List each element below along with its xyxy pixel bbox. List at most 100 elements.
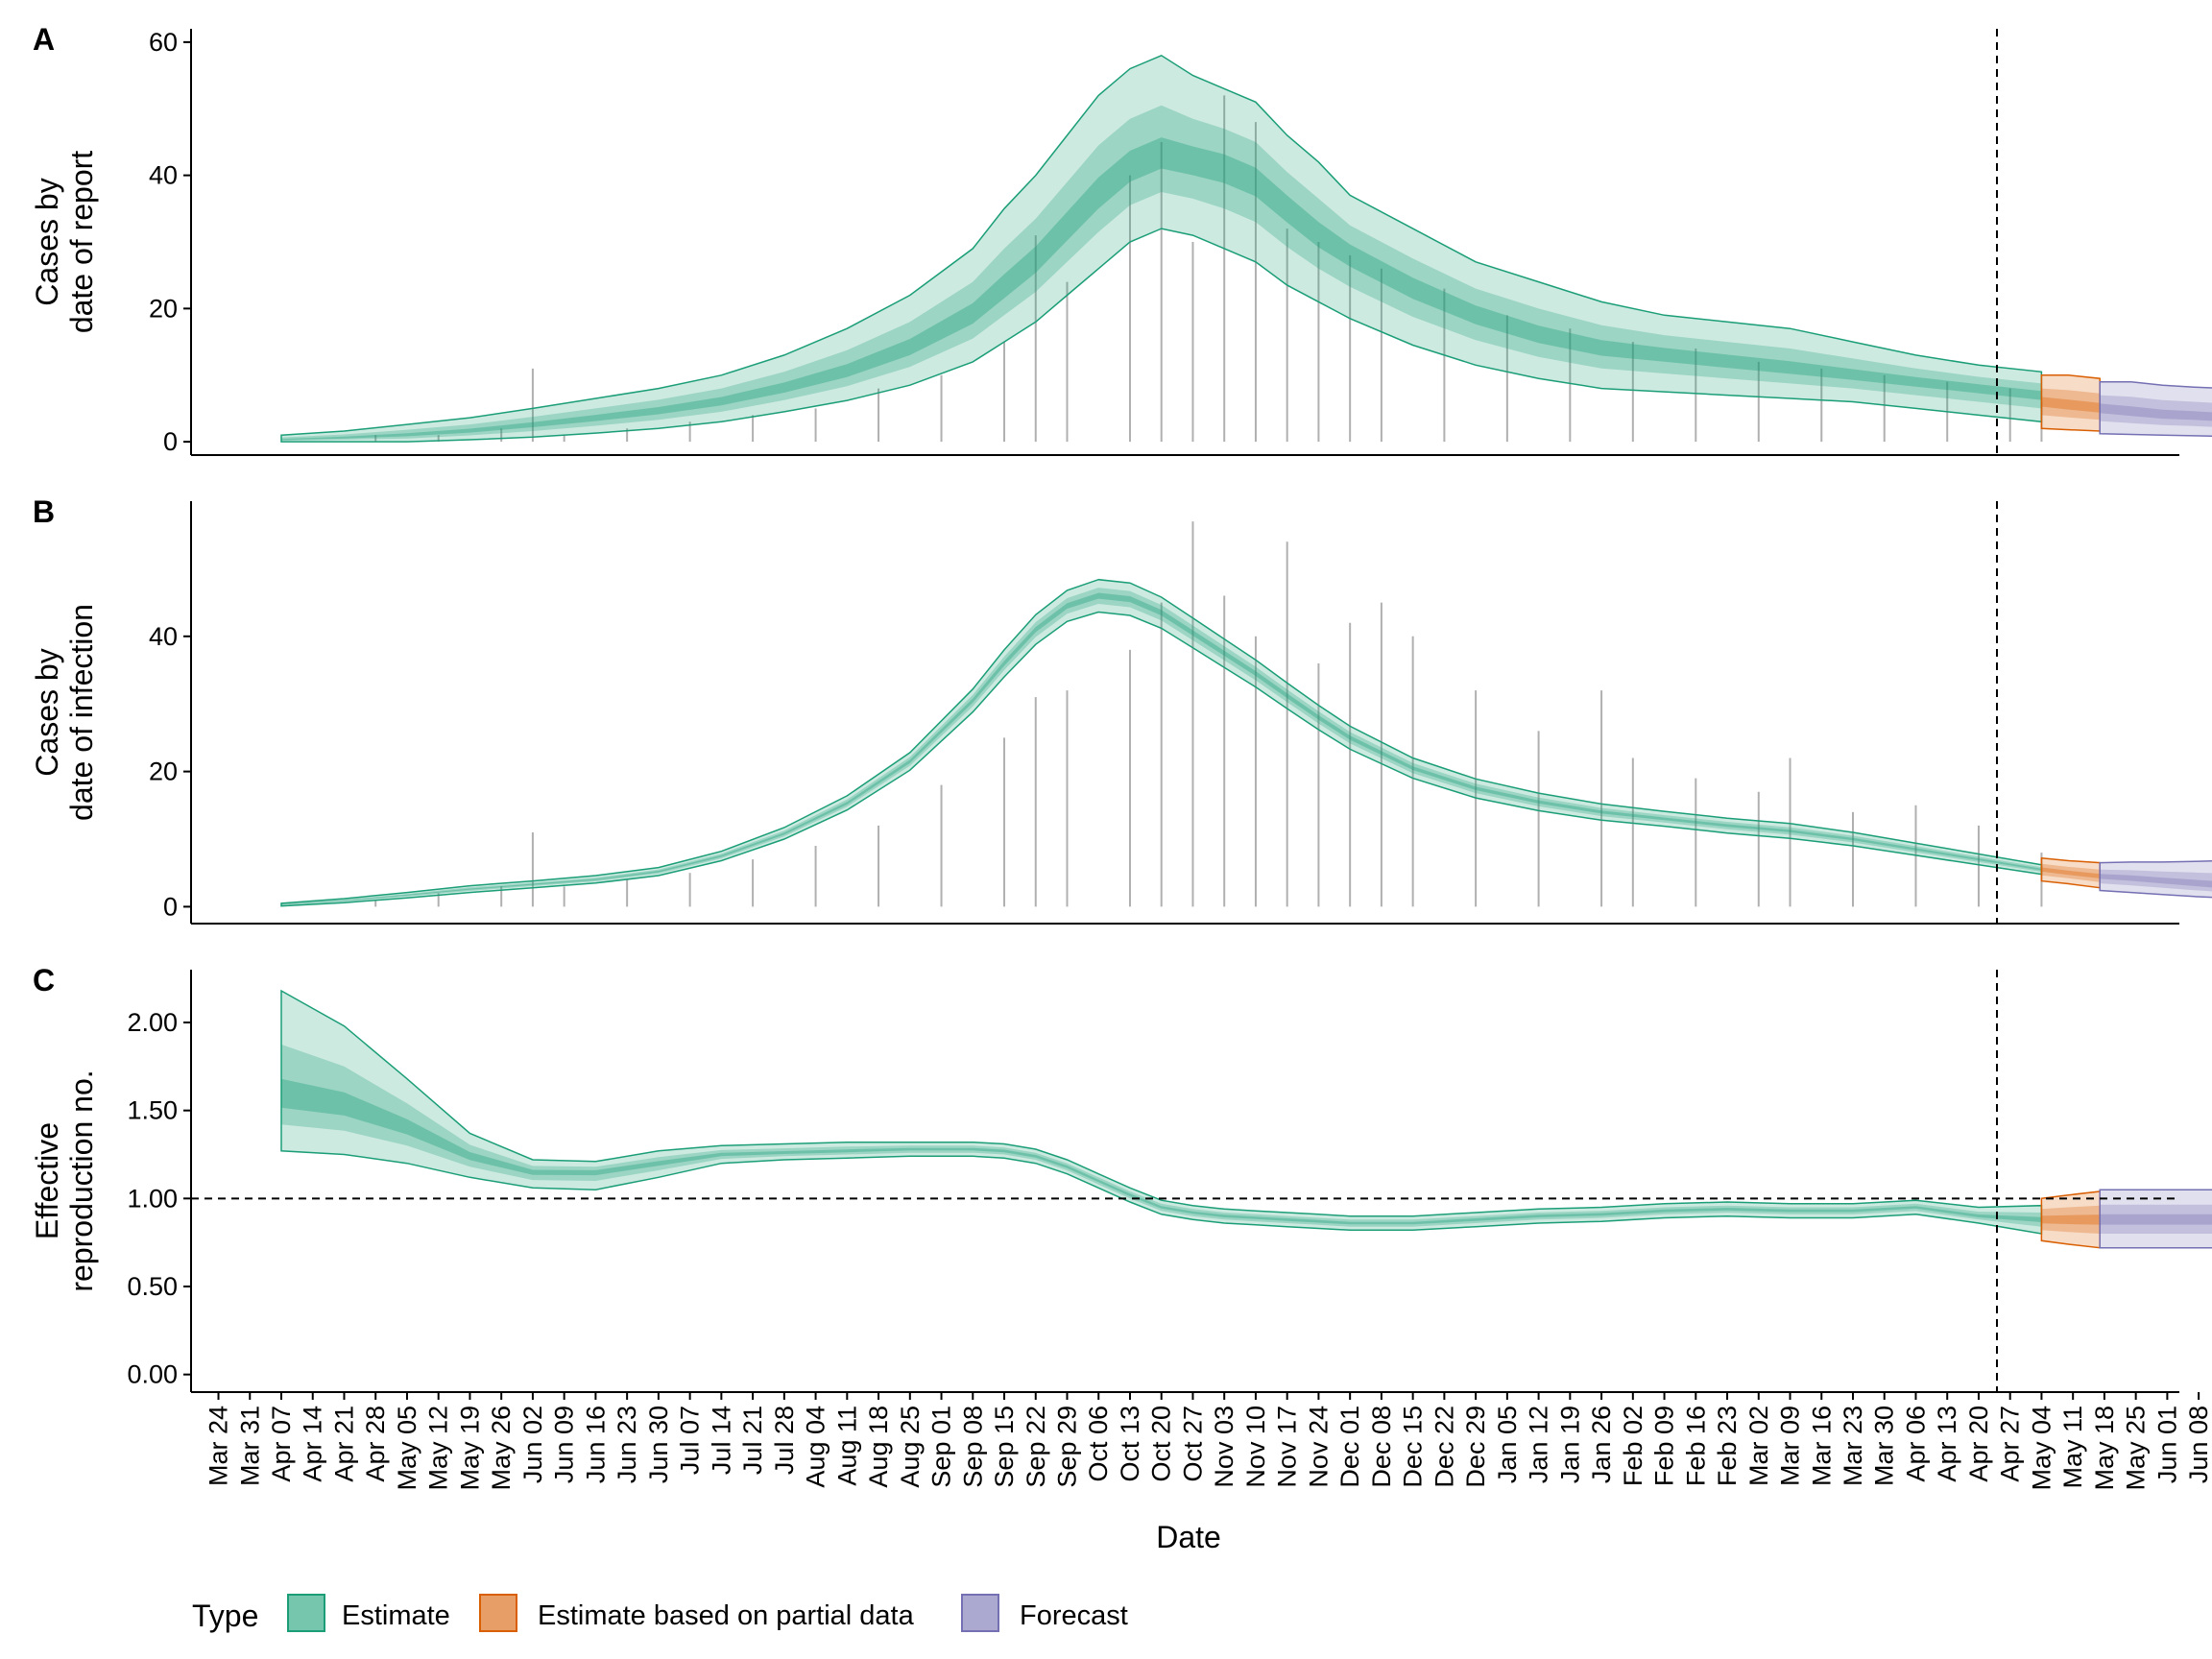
x-tick-label: Dec 29 — [1461, 1406, 1490, 1488]
y-tick-label: 0 — [163, 427, 178, 456]
x-tick-label: Sep 22 — [1022, 1406, 1050, 1488]
x-tick-label: May 18 — [2090, 1406, 2119, 1491]
ribbon-20-forecast — [2100, 874, 2212, 888]
ribbon-50-estimate-based-on-partial-data — [2041, 863, 2101, 882]
ribbon-90-forecast — [2099, 860, 2212, 899]
y-axis-title: Cases bydate of report — [30, 151, 99, 333]
ribbon-20-forecast — [2100, 403, 2212, 421]
panel-a: 0 20 40 60 A Cases bydate of report — [30, 22, 2212, 456]
ribbon-50-estimate-based-on-partial-data — [2041, 388, 2101, 421]
x-tick-label: Jun 09 — [550, 1406, 579, 1483]
y-tick-label: 2.00 — [127, 1008, 178, 1037]
legend: Type Estimate Estimate based on partial … — [192, 1594, 1128, 1633]
x-tick-label: May 19 — [455, 1406, 484, 1491]
shared-x-axis: Mar 24 Mar 31 Apr 07 Apr 14 Apr 21 Apr 28 May … — [204, 1392, 2212, 1491]
x-tick-label: Nov 17 — [1273, 1406, 1302, 1488]
x-tick-label: Sep 29 — [1053, 1406, 1082, 1488]
observed-bars — [374, 521, 2043, 907]
x-tick-label: Oct 20 — [1147, 1406, 1176, 1482]
x-tick-label: Nov 10 — [1241, 1406, 1270, 1488]
x-tick-label: Jun 02 — [518, 1406, 547, 1483]
x-tick-label: May 26 — [487, 1406, 516, 1491]
x-tick-label: Mar 16 — [1807, 1406, 1836, 1486]
x-tick-label: Aug 18 — [864, 1406, 893, 1488]
y-axis-title-line: Cases by — [30, 648, 64, 776]
y-tick-label: 60 — [149, 28, 178, 57]
panel-c: 0.00 0.50 1.00 1.50 2.00 C Effectivereproducti… — [30, 963, 2212, 1393]
x-tick-label: Jan 05 — [1493, 1406, 1522, 1483]
x-tick-label: Aug 04 — [802, 1406, 830, 1488]
ribbon-50-estimate-based-on-partial-data — [2041, 1205, 2101, 1234]
x-tick-label: Jun 23 — [613, 1406, 641, 1483]
x-tick-label: Jan 19 — [1555, 1406, 1584, 1483]
y-axis-title: Cases bydate of infection — [30, 604, 99, 821]
x-tick-label: Oct 06 — [1084, 1406, 1113, 1482]
y-tick-label: 20 — [149, 294, 178, 323]
x-tick-label: Apr 06 — [1901, 1406, 1930, 1482]
ribbon-50-estimate — [281, 1044, 2042, 1227]
y-tick-label: 0 — [163, 892, 178, 921]
x-tick-label: Mar 31 — [235, 1406, 264, 1486]
x-tick-label: Jun 30 — [644, 1406, 673, 1483]
y-tick-label: 0.00 — [127, 1360, 178, 1389]
legend-key-partial — [479, 1594, 517, 1632]
legend-key-forecast — [961, 1594, 999, 1632]
panel-b: 0 20 40 B Cases bydate of infection — [30, 494, 2212, 925]
x-axis-title: Date — [1156, 1520, 1221, 1554]
x-tick-label: Oct 13 — [1116, 1406, 1144, 1482]
x-tick-label: Jun 01 — [2152, 1406, 2181, 1483]
x-tick-label: Feb 23 — [1713, 1406, 1742, 1486]
legend-label-forecast: Forecast — [1020, 1600, 1128, 1631]
x-tick-label: Jun 16 — [581, 1406, 610, 1483]
x-tick-label: Apr 21 — [329, 1406, 358, 1482]
x-tick-label: Sep 15 — [990, 1406, 1019, 1488]
x-tick-label: Apr 07 — [267, 1406, 296, 1482]
ribbon-50-forecast — [2100, 395, 2212, 427]
ribbon-20-estimate-based-on-partial-data — [2041, 397, 2101, 413]
x-tick-label: Mar 02 — [1744, 1406, 1773, 1486]
x-tick-label: Apr 27 — [1996, 1406, 2025, 1482]
x-tick-label: Aug 11 — [832, 1406, 861, 1486]
panel-tag: B — [33, 494, 55, 529]
ribbon-90-estimate — [280, 989, 2043, 1235]
ribbon-50-estimate — [281, 105, 2042, 442]
y-axis-title-line: Effective — [30, 1122, 64, 1239]
x-tick-label: May 04 — [2027, 1406, 2056, 1491]
x-tick-label: Sep 01 — [927, 1406, 956, 1488]
y-tick-label: 0.50 — [127, 1272, 178, 1301]
x-tick-label: May 11 — [2058, 1406, 2087, 1489]
ribbon-20-estimate — [281, 1078, 2042, 1225]
x-tick-label: Apr 13 — [1933, 1406, 1961, 1482]
x-tick-label: May 25 — [2122, 1406, 2151, 1491]
x-tick-label: Apr 28 — [361, 1406, 390, 1482]
x-tick-label: Feb 09 — [1650, 1406, 1679, 1486]
x-tick-label: Feb 16 — [1681, 1406, 1710, 1486]
x-tick-label: May 05 — [393, 1406, 421, 1491]
panel-tag: C — [33, 963, 55, 998]
x-tick-label: Jul 14 — [707, 1406, 735, 1475]
y-axis-title-line: reproduction no. — [64, 1070, 99, 1291]
x-tick-label: Jan 26 — [1587, 1406, 1616, 1483]
x-tick-label: Apr 14 — [299, 1406, 327, 1482]
y-axis-title-line: date of infection — [64, 604, 99, 821]
y-axis-title-line: Cases by — [30, 178, 64, 305]
ribbon-50-forecast — [2100, 869, 2212, 892]
y-axis-title-line: date of report — [64, 151, 99, 333]
legend-label-estimate: Estimate — [342, 1600, 450, 1631]
x-tick-label: Mar 23 — [1839, 1406, 1867, 1486]
panel-tag: A — [33, 22, 55, 57]
x-tick-label: Sep 08 — [958, 1406, 987, 1488]
legend-key-estimate — [287, 1594, 325, 1632]
x-tick-label: May 12 — [424, 1406, 453, 1491]
x-tick-label: Jan 12 — [1525, 1406, 1553, 1483]
x-tick-label: Oct 27 — [1178, 1406, 1207, 1482]
x-tick-label: Nov 03 — [1210, 1406, 1238, 1488]
x-tick-label: Aug 25 — [896, 1406, 925, 1488]
legend-label-partial: Estimate based on partial data — [538, 1600, 915, 1631]
legend-title: Type — [192, 1599, 258, 1633]
y-axis-title: Effectivereproduction no. — [30, 1070, 99, 1291]
ribbon-20-estimate-based-on-partial-data — [2041, 867, 2101, 878]
x-tick-label: Mar 09 — [1776, 1406, 1805, 1486]
